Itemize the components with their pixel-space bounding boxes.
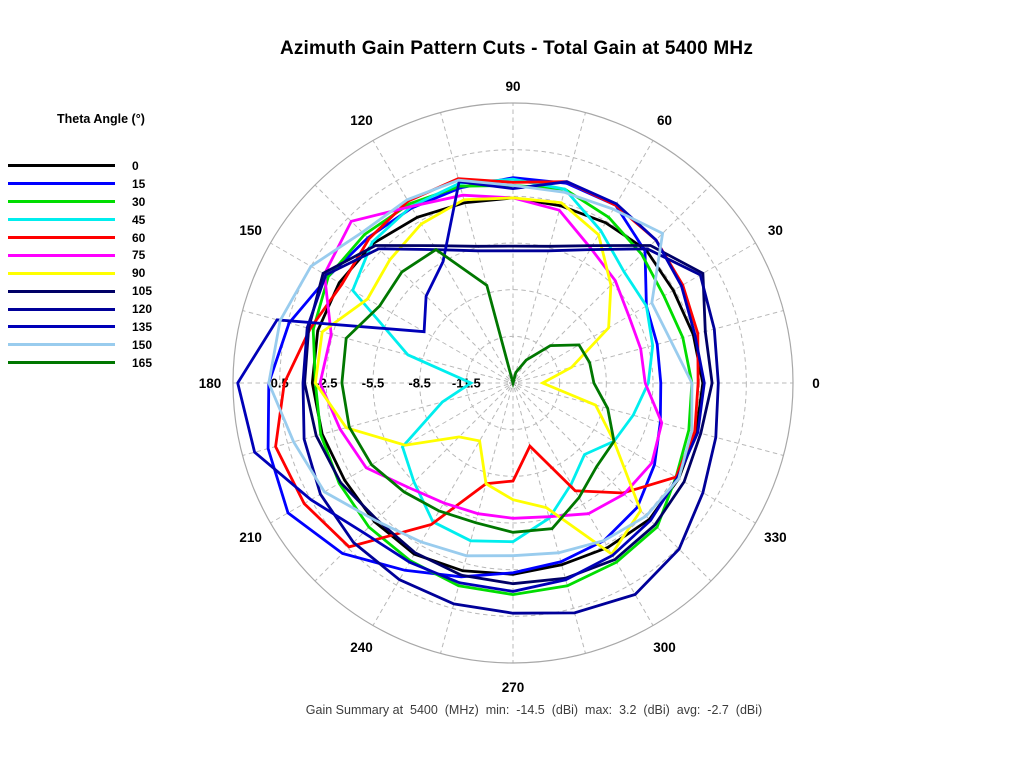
legend-swatch <box>8 236 115 239</box>
legend-item: 135 <box>8 318 198 336</box>
angle-tick-label: 240 <box>350 640 373 655</box>
grid-spoke <box>314 386 510 582</box>
angle-tick-label: 210 <box>239 530 262 545</box>
legend-swatch <box>8 164 115 168</box>
gain-curve-theta-0 <box>310 196 705 576</box>
gain-curves <box>236 176 720 615</box>
legend-item: 165 <box>8 354 198 372</box>
legend-label: 0 <box>132 158 139 173</box>
grid-spoke <box>515 387 654 626</box>
legend-label: 120 <box>132 302 153 317</box>
legend-swatch <box>8 307 115 311</box>
legend-label: 15 <box>132 176 146 191</box>
grid-spoke <box>515 140 654 379</box>
grid-ring <box>372 242 654 524</box>
legend-label: 105 <box>132 284 153 299</box>
grid-ring <box>419 289 607 477</box>
gain-curve-theta-90 <box>313 196 643 557</box>
outer-ring <box>232 102 794 664</box>
radial-tick-label: -5.5 <box>362 376 384 391</box>
legend-swatch <box>8 361 115 365</box>
legend-item: 15 <box>8 175 198 193</box>
angle-tick-label: 0 <box>812 376 820 391</box>
gain-curve-theta-60 <box>274 177 700 549</box>
gain-curve-theta-150 <box>267 178 694 558</box>
legend-item: 105 <box>8 282 198 300</box>
legend-label: 150 <box>132 337 153 352</box>
grid-spoke <box>242 383 509 456</box>
legend-item: 120 <box>8 300 198 318</box>
legend-label: 135 <box>132 319 153 334</box>
angle-tick-label: 120 <box>350 113 373 128</box>
polar-grid <box>232 102 794 664</box>
legend-item: 90 <box>8 264 198 282</box>
legend-swatch <box>8 253 115 257</box>
gain-curve-theta-45 <box>351 177 655 544</box>
grid-spoke <box>372 387 511 626</box>
grid-spoke <box>242 310 509 383</box>
grid-ring <box>465 335 561 431</box>
legend-item: 30 <box>8 193 198 211</box>
grid-spoke <box>513 387 586 654</box>
grid-spoke <box>270 242 509 381</box>
legend-items: 0 15 30 45 60 75 90 105 120 135 150 165 <box>8 157 198 372</box>
gain-curve-theta-135 <box>236 180 706 593</box>
grid-spoke <box>517 310 784 383</box>
grid-spoke <box>270 385 509 524</box>
legend-swatch <box>8 343 115 347</box>
legend-label: 90 <box>132 266 146 281</box>
angle-labels: 0 30 60 90 120 150 180 210 240 270 300 330 <box>199 79 820 695</box>
legend-title: Theta Angle (°) <box>57 112 145 126</box>
grid-ring <box>325 195 701 571</box>
grid-spoke <box>516 184 712 380</box>
legend-swatch <box>8 325 115 329</box>
gain-summary-text: Gain Summary at 5400 (MHz) min: -14.5 (d… <box>305 703 763 717</box>
gain-curve-theta-165 <box>340 247 616 534</box>
legend-label: 60 <box>132 230 146 245</box>
grid-spoke <box>372 140 511 379</box>
legend-item: 75 <box>8 246 198 264</box>
grid-spoke <box>440 387 513 654</box>
radial-tick-label: -8.5 <box>408 376 430 391</box>
legend-swatch <box>8 218 115 222</box>
legend-item: 60 <box>8 229 198 247</box>
legend-label: 165 <box>132 355 153 370</box>
legend-item: 150 <box>8 336 198 354</box>
legend: Theta Angle (°) 0 15 30 45 60 75 90 105 120 135 15… <box>8 112 198 372</box>
angle-tick-label: 270 <box>502 680 525 695</box>
grid-ring <box>279 149 747 617</box>
legend-swatch <box>8 200 115 204</box>
legend-swatch <box>8 289 115 293</box>
legend-label: 45 <box>132 212 146 227</box>
legend-label: 30 <box>132 194 146 209</box>
angle-tick-label: 30 <box>768 223 783 238</box>
angle-tick-label: 150 <box>239 223 262 238</box>
gain-curve-theta-105 <box>303 244 714 586</box>
chart-title: Azimuth Gain Pattern Cuts - Total Gain a… <box>279 38 754 59</box>
grid-spoke <box>517 383 784 456</box>
angle-tick-label: 330 <box>764 530 787 545</box>
angle-tick-label: 60 <box>657 113 672 128</box>
legend-swatch <box>8 271 115 275</box>
grid-spoke <box>516 386 712 582</box>
angle-tick-label: 180 <box>199 376 222 391</box>
legend-label: 75 <box>132 248 146 263</box>
grid-spoke <box>517 385 756 524</box>
grid-spoke <box>517 242 756 381</box>
grid-spoke <box>314 184 510 380</box>
angle-tick-label: 90 <box>505 79 520 94</box>
angle-tick-label: 300 <box>653 640 676 655</box>
radial-tick-label: -11.5 <box>452 376 481 391</box>
legend-item: 45 <box>8 211 198 229</box>
gain-curve-theta-120 <box>301 247 720 615</box>
legend-item: 0 <box>8 157 198 175</box>
legend-swatch <box>8 182 115 186</box>
